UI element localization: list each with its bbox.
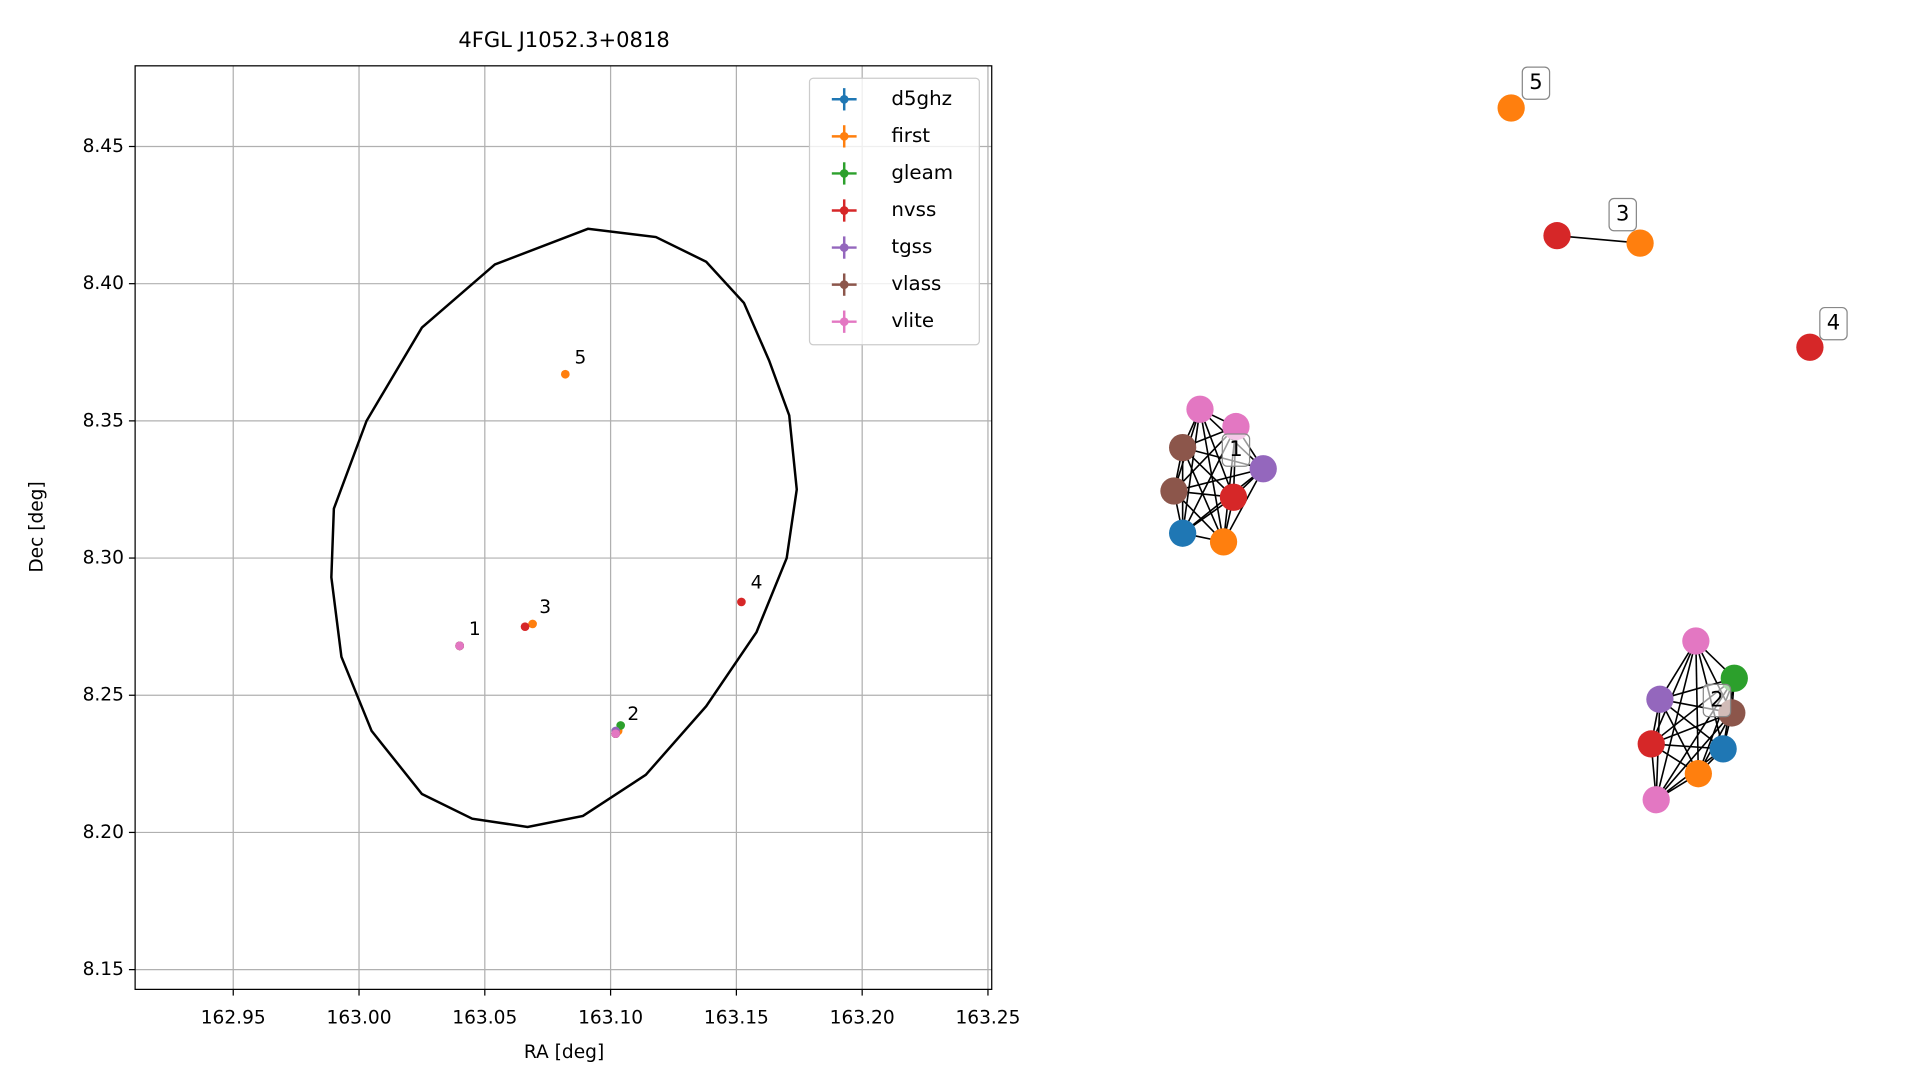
graph-node [1497, 94, 1525, 122]
graph-node [1543, 222, 1571, 250]
x-tick-label: 163.05 [452, 1007, 517, 1028]
graph-node [1637, 730, 1665, 758]
network-graph: 1 2 3 4 5 [1160, 66, 1848, 814]
legend-label: tgss [891, 235, 932, 258]
data-point [616, 721, 625, 730]
x-tick-label: 163.15 [704, 1007, 769, 1028]
point-annotation: 2 [627, 704, 639, 725]
legend-marker [839, 206, 849, 215]
node-label-box [1521, 66, 1551, 100]
graph-node [1169, 519, 1197, 547]
legend-marker [839, 317, 849, 327]
graph-node [1186, 395, 1214, 423]
y-axis-label: Dec [deg] [27, 481, 48, 572]
data-point [528, 619, 537, 629]
graph-edge [1659, 698, 1700, 775]
data-point [455, 641, 464, 651]
legend-label: d5ghz [891, 87, 952, 110]
legend-label: vlite [891, 309, 934, 332]
graph-node [1796, 333, 1824, 361]
x-tick-label: 162.95 [201, 1007, 266, 1028]
legend-box [808, 77, 980, 346]
node-label-box [1221, 433, 1251, 467]
graph-node [1249, 455, 1277, 483]
error-ellipse [330, 227, 799, 829]
legend-marker [839, 169, 849, 178]
legend-label: gleam [891, 161, 953, 184]
y-tick-label: 8.40 [83, 273, 124, 294]
x-axis-label: RA [deg] [524, 1042, 604, 1063]
node-label: 5 [1529, 69, 1542, 94]
data-point [611, 729, 620, 738]
graph-edge [1173, 467, 1264, 492]
x-tick-label: 163.20 [830, 1007, 895, 1028]
legend-label: vlass [891, 272, 941, 295]
graph-node [1209, 528, 1238, 556]
node-label-box [1819, 306, 1848, 341]
y-tick-label: 8.30 [83, 548, 124, 569]
legend-marker [839, 94, 849, 104]
data-point [737, 597, 746, 607]
y-tick-label: 8.35 [83, 410, 124, 431]
graph-edge [1650, 712, 1733, 745]
node-label-box [1702, 683, 1732, 718]
node-label: 4 [1827, 310, 1840, 335]
graph-node [1684, 760, 1712, 788]
graph-edge [1199, 408, 1235, 498]
legend-label: first [891, 124, 930, 147]
data-point [520, 622, 530, 631]
y-tick-label: 8.15 [83, 959, 124, 980]
x-tick-label: 163.10 [578, 1007, 643, 1028]
y-tick-label: 8.20 [83, 822, 124, 843]
node-label-box [1608, 197, 1637, 232]
plot-area: 162.95 163.00 163.05 163.10 163.15 163.20 163.… [83, 65, 1020, 1028]
graph-node [1646, 685, 1674, 713]
legend-marker [839, 280, 849, 289]
graph-node [1169, 434, 1197, 462]
chart-title: 4FGL J1052.3+0818 [458, 27, 669, 52]
legend-marker [839, 243, 849, 252]
node-label: 1 [1229, 436, 1242, 461]
graph-node [1626, 229, 1654, 257]
point-annotation: 1 [469, 619, 481, 640]
y-tick-label: 8.25 [83, 685, 124, 706]
axes-frame [134, 65, 993, 990]
point-annotation: 4 [751, 572, 763, 593]
graph-node [1709, 735, 1737, 763]
graph-node [1682, 627, 1710, 655]
y-tick-label: 8.45 [83, 136, 124, 157]
point-annotation: 5 [574, 347, 586, 368]
graph-edge [1655, 712, 1733, 801]
graph-edge [1655, 640, 1697, 800]
graph-edge [1556, 234, 1641, 244]
data-point [560, 369, 570, 379]
graph-edge [1181, 409, 1201, 534]
point-annotation: 3 [539, 597, 551, 618]
graph-node [1160, 477, 1188, 505]
node-label: 3 [1616, 201, 1629, 226]
x-tick-label: 163.25 [955, 1007, 1020, 1028]
legend-label: nvss [891, 198, 936, 221]
graph-node [1642, 786, 1670, 814]
node-label: 2 [1710, 687, 1723, 712]
x-tick-label: 163.00 [327, 1007, 392, 1028]
graph-node [1219, 483, 1248, 511]
legend: d5ghz first gleam nvss tgss vlass vlite [808, 77, 980, 346]
legend-marker [839, 132, 849, 141]
